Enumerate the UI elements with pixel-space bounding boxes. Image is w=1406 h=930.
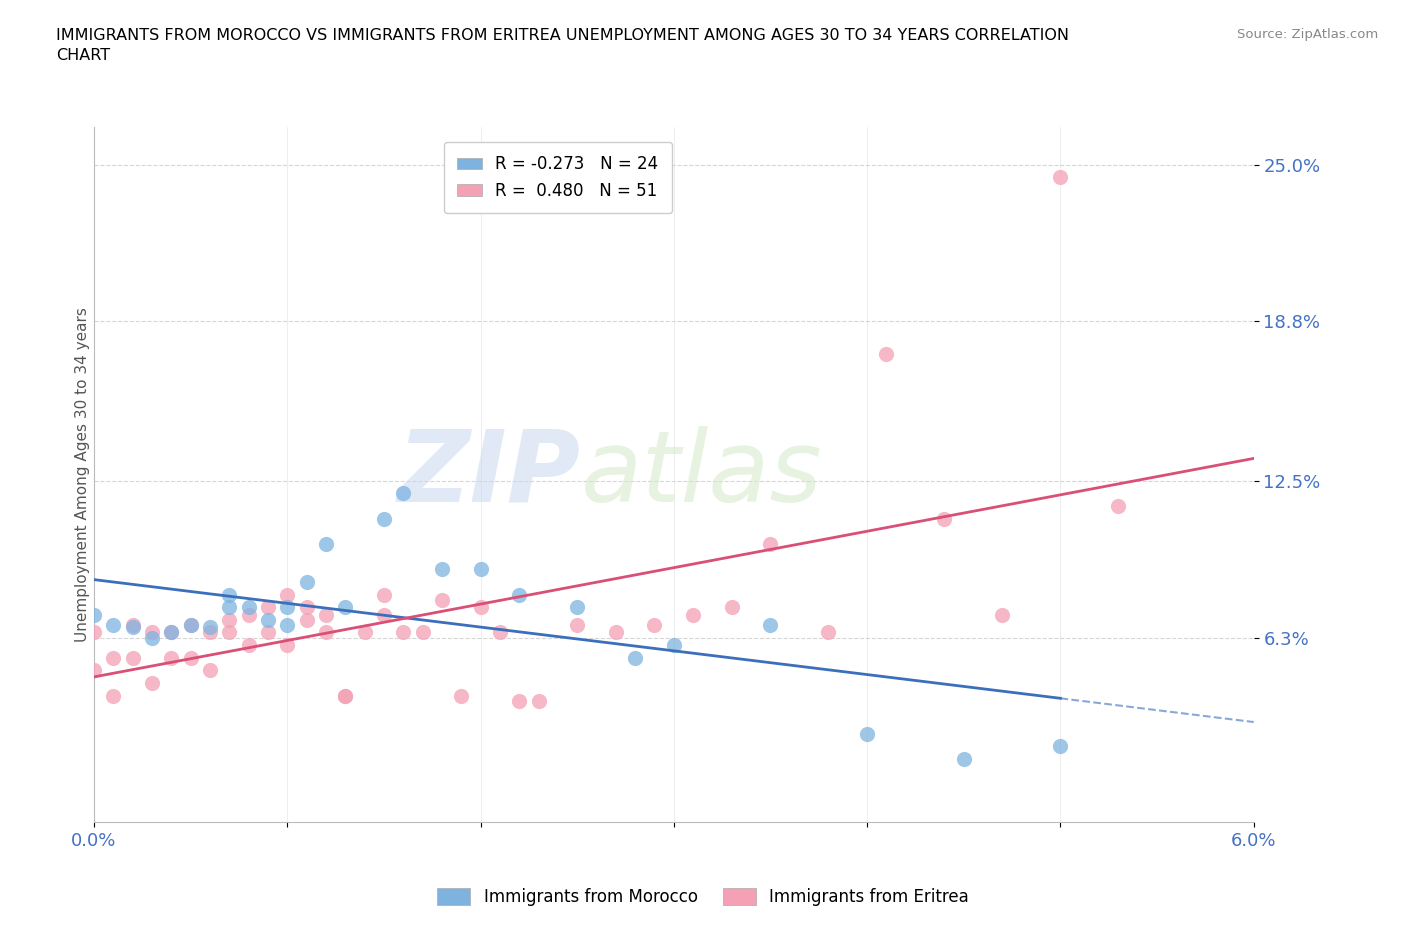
Point (121, 618, 143, 632)
Point (567, 600, 589, 615)
Point (662, 638, 685, 653)
Point (470, 562, 492, 577)
Text: atlas: atlas (581, 426, 823, 523)
Point (353, 625, 375, 640)
Point (335, 600, 357, 615)
Point (218, 600, 240, 615)
Point (934, 512, 956, 526)
Point (83, 607, 105, 622)
Point (759, 618, 782, 632)
Point (141, 675, 163, 690)
Point (335, 688, 357, 703)
Point (373, 607, 395, 622)
Point (295, 575, 318, 590)
Point (180, 618, 202, 632)
Point (121, 620, 143, 635)
Point (257, 600, 280, 615)
Point (430, 562, 453, 577)
Point (489, 625, 512, 640)
Point (276, 587, 298, 602)
Point (373, 512, 395, 526)
Point (83, 663, 105, 678)
Point (103, 688, 125, 703)
Point (527, 694, 550, 709)
Point (952, 751, 974, 766)
Point (121, 650, 143, 665)
Point (295, 600, 318, 615)
Point (392, 625, 415, 640)
Legend: Immigrants from Morocco, Immigrants from Eritrea: Immigrants from Morocco, Immigrants from… (430, 881, 976, 912)
Point (238, 607, 260, 622)
Point (682, 607, 704, 622)
Y-axis label: Unemployment Among Ages 30 to 34 years: Unemployment Among Ages 30 to 34 years (76, 307, 90, 642)
Point (1049, 170, 1071, 185)
Text: Source: ZipAtlas.com: Source: ZipAtlas.com (1237, 28, 1378, 41)
Point (470, 600, 492, 615)
Point (295, 612, 318, 627)
Point (567, 618, 589, 632)
Point (238, 638, 260, 653)
Point (856, 726, 879, 741)
Point (238, 600, 260, 615)
Point (218, 625, 240, 640)
Point (1049, 738, 1071, 753)
Point (218, 587, 240, 602)
Point (180, 618, 202, 632)
Point (430, 592, 453, 607)
Point (412, 625, 434, 640)
Point (257, 612, 280, 627)
Point (103, 650, 125, 665)
Point (257, 625, 280, 640)
Point (605, 625, 627, 640)
Point (817, 625, 839, 640)
Point (160, 625, 183, 640)
Point (160, 625, 183, 640)
Point (875, 347, 897, 362)
Point (373, 587, 395, 602)
Point (335, 688, 357, 703)
Point (141, 625, 163, 640)
Point (1107, 498, 1129, 513)
Point (720, 600, 742, 615)
Point (508, 587, 530, 602)
Point (198, 663, 221, 678)
Legend: R = -0.273   N = 24, R =  0.480   N = 51: R = -0.273 N = 24, R = 0.480 N = 51 (444, 142, 672, 213)
Point (103, 618, 125, 632)
Text: ZIP: ZIP (398, 426, 581, 523)
Point (180, 650, 202, 665)
Point (624, 650, 647, 665)
Point (276, 600, 298, 615)
Point (759, 537, 782, 551)
Point (198, 620, 221, 635)
Text: IMMIGRANTS FROM MOROCCO VS IMMIGRANTS FROM ERITREA UNEMPLOYMENT AMONG AGES 30 TO: IMMIGRANTS FROM MOROCCO VS IMMIGRANTS FR… (56, 28, 1069, 62)
Point (508, 694, 530, 709)
Point (644, 618, 666, 632)
Point (198, 625, 221, 640)
Point (315, 537, 337, 551)
Point (160, 650, 183, 665)
Point (450, 688, 472, 703)
Point (276, 618, 298, 632)
Point (83, 625, 105, 640)
Point (991, 607, 1014, 622)
Point (315, 607, 337, 622)
Point (218, 612, 240, 627)
Point (141, 631, 163, 645)
Point (276, 638, 298, 653)
Point (315, 625, 337, 640)
Point (392, 485, 415, 500)
